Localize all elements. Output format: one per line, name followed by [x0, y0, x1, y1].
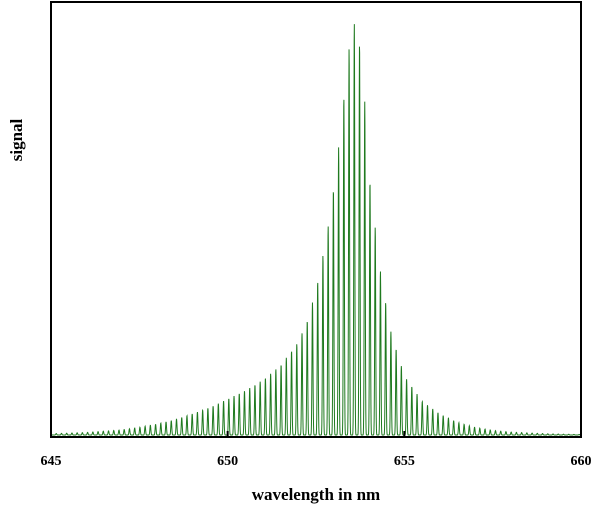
x-tick-label: 650	[217, 454, 238, 469]
spectrum-line	[50, 24, 581, 436]
plot-area	[50, 1, 582, 438]
x-axis-ticks: 645 650 655 660	[41, 431, 592, 469]
y-axis-title: signal	[7, 118, 26, 161]
x-tick-label: 660	[571, 454, 592, 469]
plot-frame	[50, 1, 582, 438]
x-axis-title: wavelength in nm	[252, 485, 380, 504]
x-tick-label: 655	[394, 454, 415, 469]
x-tick-label: 645	[41, 454, 62, 469]
